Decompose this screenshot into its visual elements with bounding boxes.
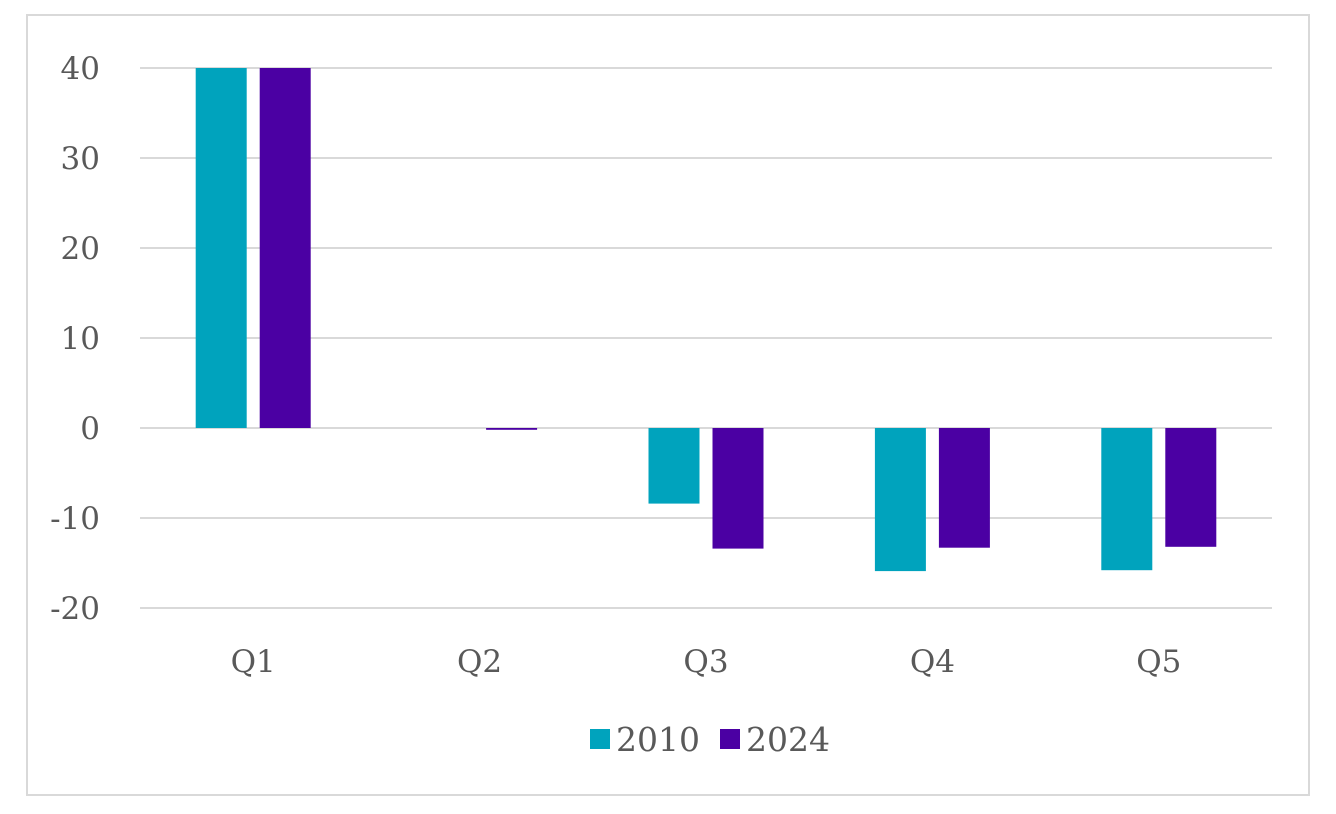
y-tick-label: -20: [50, 591, 100, 627]
x-axis-tick-labels: Q1 Q2 Q3 Q4 Q5: [231, 644, 1182, 680]
legend-swatch-2010: [590, 729, 610, 749]
legend: 2010 2024: [590, 720, 830, 759]
bar-2010-Q1: [195, 68, 247, 428]
bar-2010-Q3: [648, 428, 700, 504]
y-axis-tick-labels: 40 30 20 10 0 -10 -20: [50, 51, 100, 627]
x-tick-label: Q3: [683, 644, 728, 680]
legend-label-2010: 2010: [616, 720, 700, 759]
x-tick-label: Q1: [231, 644, 276, 680]
y-tick-label: 10: [61, 321, 100, 357]
legend-swatch-2024: [720, 729, 740, 749]
bar-2010-Q5: [1101, 428, 1153, 571]
legend-label-2024: 2024: [746, 720, 830, 759]
bars: [195, 68, 1217, 572]
bar-2010-Q4: [874, 428, 926, 572]
bar-2024-Q5: [1165, 428, 1217, 547]
bar-2024-Q3: [712, 428, 764, 549]
x-tick-label: Q5: [1136, 644, 1181, 680]
bar-2024-Q4: [938, 428, 990, 548]
bar-2024-Q1: [259, 68, 311, 428]
x-tick-label: Q4: [910, 644, 955, 680]
bar-2024-Q2: [486, 428, 538, 430]
y-tick-label: -10: [50, 501, 100, 537]
gridlines: [140, 67, 1272, 609]
x-tick-label: Q2: [457, 644, 502, 680]
y-tick-label: 0: [80, 411, 100, 447]
y-tick-label: 40: [61, 51, 100, 87]
y-tick-label: 30: [61, 141, 100, 177]
y-tick-label: 20: [61, 231, 100, 267]
